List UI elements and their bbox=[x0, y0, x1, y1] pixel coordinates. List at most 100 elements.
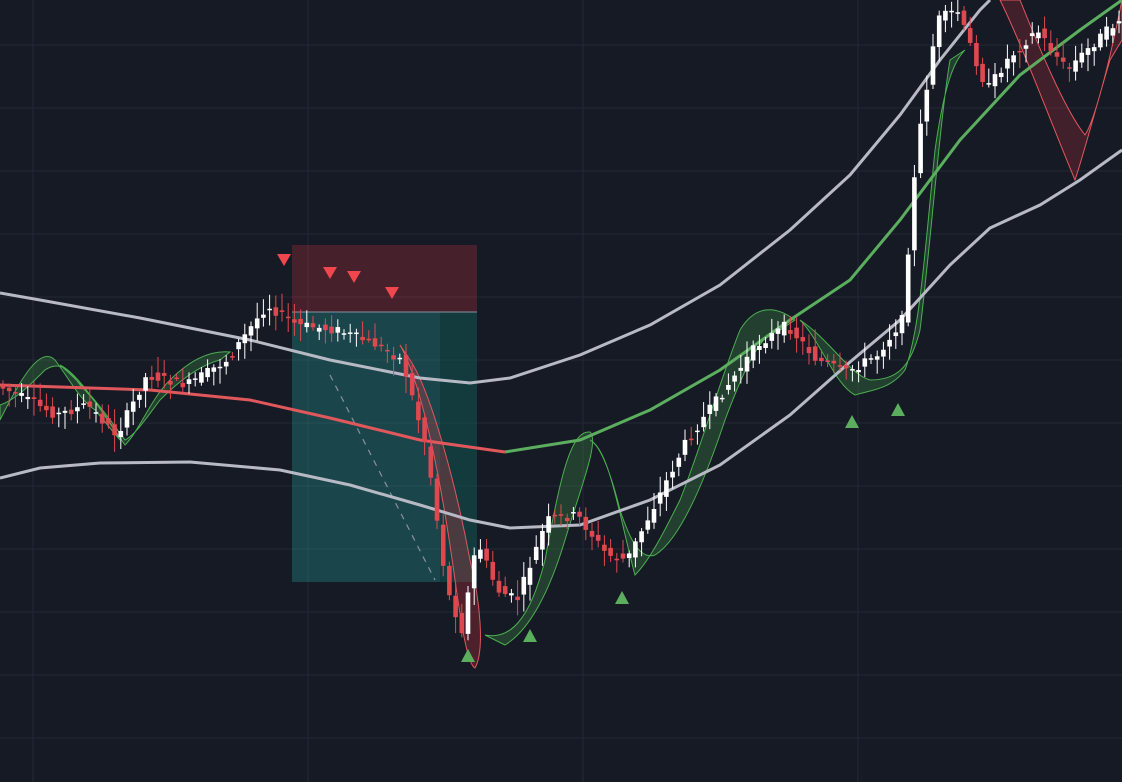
candle-body bbox=[465, 592, 471, 634]
sell-signal bbox=[277, 254, 291, 266]
candle-body bbox=[37, 399, 43, 407]
candle-body bbox=[254, 318, 260, 329]
candle-body bbox=[453, 595, 458, 618]
candle-body bbox=[1036, 32, 1041, 39]
candle-body bbox=[949, 10, 954, 13]
candle-body bbox=[837, 365, 843, 367]
candle-body bbox=[719, 397, 725, 400]
ribbon bbox=[484, 431, 594, 646]
candle-body bbox=[645, 520, 651, 530]
candle-body bbox=[577, 511, 582, 517]
ribbon bbox=[999, 0, 1122, 182]
candle-body bbox=[1017, 50, 1023, 53]
candle-body bbox=[1091, 47, 1097, 52]
candle-body bbox=[912, 177, 917, 251]
lower-band bbox=[0, 148, 1122, 530]
candle-body bbox=[825, 360, 830, 362]
candle-body bbox=[564, 517, 570, 522]
candle-body bbox=[56, 412, 62, 415]
candle-body bbox=[850, 369, 855, 371]
candle-body bbox=[409, 372, 415, 396]
candle-body bbox=[155, 372, 161, 381]
candle-body bbox=[1104, 26, 1109, 40]
candle-body bbox=[831, 360, 837, 364]
candle-body bbox=[211, 367, 217, 372]
candle-body bbox=[930, 46, 936, 85]
candle-body bbox=[360, 336, 365, 341]
candle-body bbox=[992, 74, 998, 87]
candle-body bbox=[688, 438, 694, 441]
candle-body bbox=[806, 347, 812, 354]
candle-body bbox=[335, 327, 341, 333]
candle-body bbox=[980, 63, 985, 83]
candle-body bbox=[775, 328, 781, 334]
candle-body bbox=[918, 123, 923, 174]
candle-body bbox=[633, 541, 638, 558]
candle-body bbox=[552, 514, 558, 517]
candle-body bbox=[843, 364, 849, 369]
candle-body bbox=[726, 384, 731, 390]
candle-body bbox=[1054, 52, 1060, 57]
candle-body bbox=[812, 346, 818, 361]
basis-line-up bbox=[504, 0, 1122, 454]
candle-body bbox=[905, 254, 911, 323]
candle-body bbox=[701, 416, 706, 428]
candle-body bbox=[986, 83, 992, 85]
candle-body bbox=[943, 10, 948, 21]
candle-body bbox=[1042, 28, 1047, 39]
candle-body bbox=[223, 361, 229, 367]
candle-body bbox=[329, 326, 334, 334]
candle-body bbox=[285, 316, 291, 319]
candle-body bbox=[1005, 58, 1010, 69]
candle-body bbox=[558, 514, 564, 516]
candle-body bbox=[50, 406, 55, 418]
candle-body bbox=[490, 561, 496, 580]
candle-body bbox=[750, 345, 756, 361]
candle-body bbox=[217, 366, 223, 369]
sell-signal bbox=[385, 287, 399, 299]
candle-body bbox=[1011, 55, 1016, 63]
candle-body bbox=[856, 369, 861, 373]
candle-body bbox=[738, 367, 744, 371]
buy-signal bbox=[615, 591, 629, 604]
candle-body bbox=[279, 310, 285, 312]
candle-body bbox=[589, 530, 595, 537]
candle-body bbox=[99, 413, 105, 424]
candle-body bbox=[788, 330, 793, 334]
candle-body bbox=[651, 508, 657, 523]
candle-body bbox=[974, 43, 979, 67]
candle-body bbox=[571, 512, 576, 514]
candle-body bbox=[961, 10, 967, 25]
candle-body bbox=[6, 387, 12, 392]
candle-body bbox=[261, 314, 266, 318]
candle-body bbox=[1060, 57, 1066, 62]
candle-body bbox=[124, 410, 130, 428]
candle-body bbox=[118, 431, 124, 438]
candle-body bbox=[707, 404, 713, 414]
buy-signal bbox=[523, 629, 537, 642]
candle-body bbox=[515, 596, 520, 601]
candle-body bbox=[44, 405, 49, 411]
candle-body bbox=[378, 344, 384, 347]
stop-zone bbox=[292, 245, 477, 312]
candle-body bbox=[1048, 43, 1054, 51]
candle-body bbox=[13, 392, 18, 394]
candle-body bbox=[19, 393, 24, 396]
candle-body bbox=[1073, 60, 1078, 72]
candle-body bbox=[478, 549, 483, 559]
candle-body bbox=[620, 553, 626, 559]
candle-body bbox=[130, 401, 136, 412]
candle-body bbox=[0, 384, 6, 389]
candle-body bbox=[1110, 28, 1116, 36]
candle-body bbox=[447, 565, 452, 596]
buy-signal bbox=[845, 415, 859, 428]
candle-body bbox=[800, 337, 806, 342]
candle-body bbox=[434, 478, 440, 521]
candle-body bbox=[68, 409, 74, 415]
buy-signals bbox=[461, 403, 905, 662]
candle-body bbox=[31, 397, 37, 400]
candle-body bbox=[87, 401, 93, 407]
candle-body bbox=[881, 349, 886, 357]
